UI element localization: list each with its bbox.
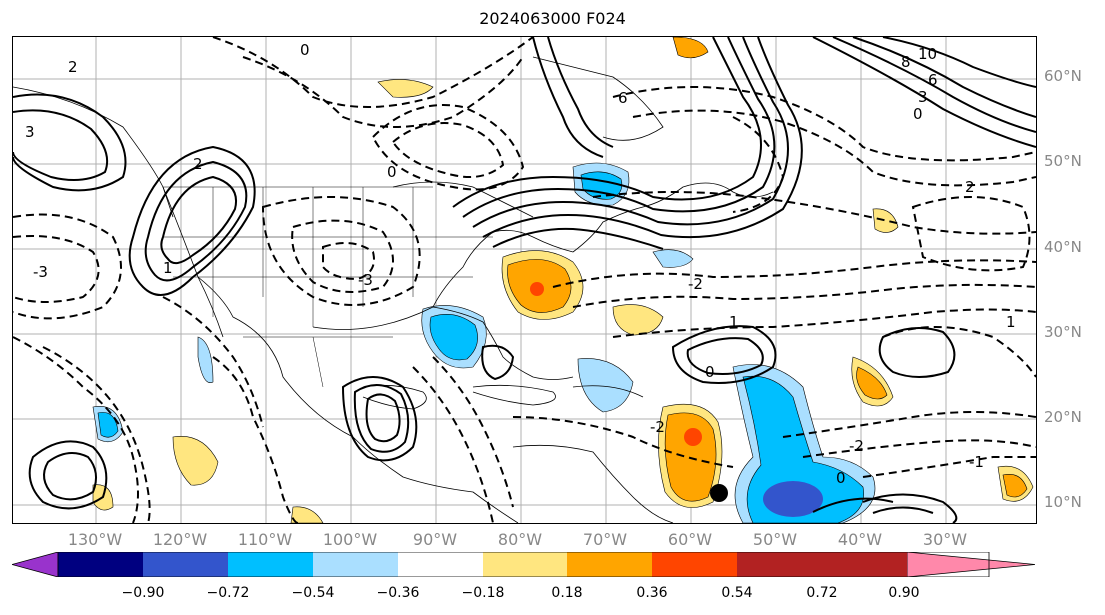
colorbar-segment bbox=[398, 552, 483, 577]
lat-label-30: 30°N bbox=[1044, 323, 1082, 341]
contour-label: 0 bbox=[300, 41, 310, 59]
colorbar-tick: −0.36 bbox=[376, 585, 420, 601]
contour-label: 2 bbox=[965, 178, 975, 196]
contour-label: 8 bbox=[901, 53, 911, 71]
colorbar-extend-high bbox=[906, 551, 1036, 578]
contour-label: 2 bbox=[193, 155, 203, 173]
colorbar-extend-low bbox=[10, 551, 59, 578]
colorbar-segment bbox=[313, 552, 398, 577]
contour-label: 2 bbox=[68, 58, 78, 76]
contour-label: 3 bbox=[918, 88, 928, 106]
colorbar-segment bbox=[567, 552, 652, 577]
map-panel: 0 2 3 -3 1 2 6 10 8 6 3 0 2 0 -3 -2 1 0 … bbox=[12, 36, 1037, 524]
lat-label-10: 10°N bbox=[1044, 493, 1082, 511]
lat-label-60: 60°N bbox=[1044, 67, 1082, 85]
contour-label: -3 bbox=[358, 271, 373, 289]
colorbar-segment bbox=[737, 552, 822, 577]
lon-label-110: 110°W bbox=[237, 530, 293, 549]
colorbar-tick: 0.72 bbox=[806, 585, 838, 601]
lon-label-100: 100°W bbox=[322, 530, 378, 549]
colorbar-tick: −0.90 bbox=[121, 585, 165, 601]
contour-label: 6 bbox=[928, 71, 938, 89]
lon-label-90: 90°W bbox=[412, 530, 458, 549]
contour-label: -2 bbox=[650, 418, 665, 436]
lon-label-40: 40°W bbox=[837, 530, 883, 549]
lon-label-80: 80°W bbox=[497, 530, 543, 549]
contour-label: -3 bbox=[33, 263, 48, 281]
contour-label: 0 bbox=[836, 469, 846, 487]
contour-label: -2 bbox=[688, 275, 703, 293]
location-marker-dot bbox=[710, 484, 728, 502]
colorbar-segment bbox=[652, 552, 737, 577]
shaded-fields bbox=[92, 37, 1034, 523]
contour-label: 0 bbox=[913, 105, 923, 123]
contour-label: 1 bbox=[163, 259, 173, 277]
contour-label: 1 bbox=[1006, 313, 1016, 331]
boundaries bbox=[163, 186, 493, 388]
lat-label-20: 20°N bbox=[1044, 408, 1082, 426]
dashed-contours bbox=[13, 37, 1036, 523]
colorbar-tick: −0.18 bbox=[461, 585, 505, 601]
contour-label: 10 bbox=[918, 45, 937, 63]
colorbar-tick: −0.54 bbox=[291, 585, 335, 601]
colorbar-svg bbox=[10, 551, 1036, 578]
contour-label: 6 bbox=[618, 89, 628, 107]
colorbar-tick: 0.36 bbox=[636, 585, 668, 601]
colorbar-segment bbox=[143, 552, 228, 577]
colorbar-tick: 0.90 bbox=[888, 585, 920, 601]
lat-label-50: 50°N bbox=[1044, 152, 1082, 170]
lon-label-30: 30°W bbox=[922, 530, 968, 549]
lon-label-70: 70°W bbox=[582, 530, 628, 549]
weather-map: 0 2 3 -3 1 2 6 10 8 6 3 0 2 0 -3 -2 1 0 … bbox=[13, 37, 1036, 523]
colorbar-segment bbox=[483, 552, 567, 577]
contour-label: -1 bbox=[969, 453, 984, 471]
colorbar bbox=[10, 551, 1036, 578]
contour-label: 3 bbox=[25, 123, 35, 141]
colorbar-tick: 0.54 bbox=[721, 585, 753, 601]
colorbar-segment bbox=[228, 552, 313, 577]
map-title: 2024063000 F024 bbox=[479, 9, 626, 28]
lon-label-130: 130°W bbox=[67, 530, 123, 549]
lon-label-50: 50°W bbox=[752, 530, 798, 549]
lat-label-40: 40°N bbox=[1044, 238, 1082, 256]
colorbar-segment-high bbox=[822, 552, 907, 577]
colorbar-tick: −0.72 bbox=[206, 585, 250, 601]
colorbar-segment bbox=[58, 552, 143, 577]
colorbar-tick: 0.18 bbox=[551, 585, 583, 601]
lon-label-60: 60°W bbox=[667, 530, 713, 549]
contour-label: -2 bbox=[849, 437, 864, 455]
contour-label: 0 bbox=[705, 363, 715, 381]
contour-labels: 0 2 3 -3 1 2 6 10 8 6 3 0 2 0 -3 -2 1 0 … bbox=[25, 41, 1016, 487]
solid-contours bbox=[13, 37, 1036, 523]
contour-label: 1 bbox=[729, 313, 739, 331]
contour-label: 0 bbox=[387, 163, 397, 181]
lon-label-120: 120°W bbox=[152, 530, 208, 549]
